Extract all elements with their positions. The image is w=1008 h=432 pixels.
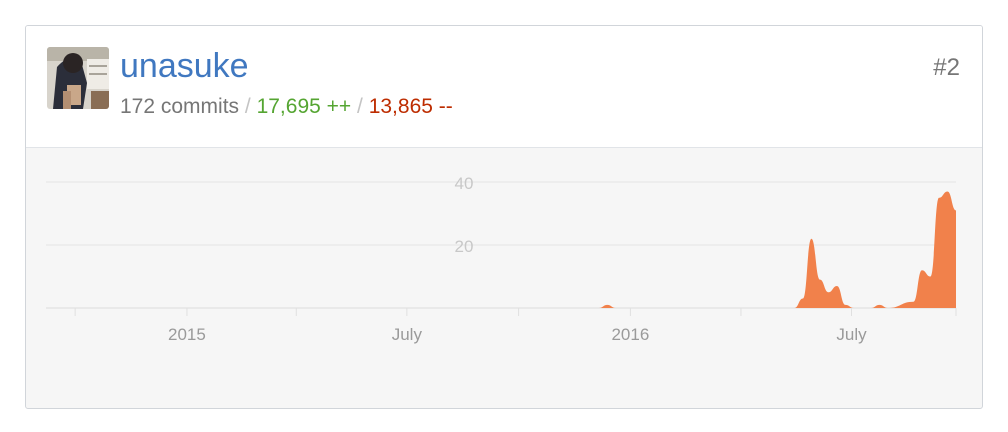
commit-activity-chart: 20 40 2015 July 2016 July — [46, 174, 957, 344]
stats-separator: / — [244, 95, 251, 118]
y-tick-label: 40 — [455, 174, 474, 193]
y-tick-label: 20 — [455, 237, 474, 256]
stats-separator: / — [357, 95, 363, 118]
commit-area-series — [46, 191, 956, 308]
username-link[interactable]: unasuke — [120, 47, 249, 85]
x-tick-label: July — [392, 325, 423, 344]
commit-count: 172 commits — [120, 95, 240, 118]
avatar[interactable] — [47, 47, 109, 109]
x-tick-label: 2016 — [611, 325, 649, 344]
contributor-stats: 172 commits / 17,695 ++ / 13,865 -- — [120, 92, 453, 122]
contributor-rank: #2 — [933, 54, 960, 81]
additions-count: 17,695 ++ — [256, 95, 352, 118]
contributor-card: unasuke 172 commits / 17,695 ++ / 13,865… — [25, 25, 983, 409]
x-tick-label: July — [836, 325, 867, 344]
x-tick-label: 2015 — [168, 325, 206, 344]
contributor-header: unasuke 172 commits / 17,695 ++ / 13,865… — [26, 26, 982, 148]
deletions-count: 13,865 -- — [368, 95, 453, 118]
